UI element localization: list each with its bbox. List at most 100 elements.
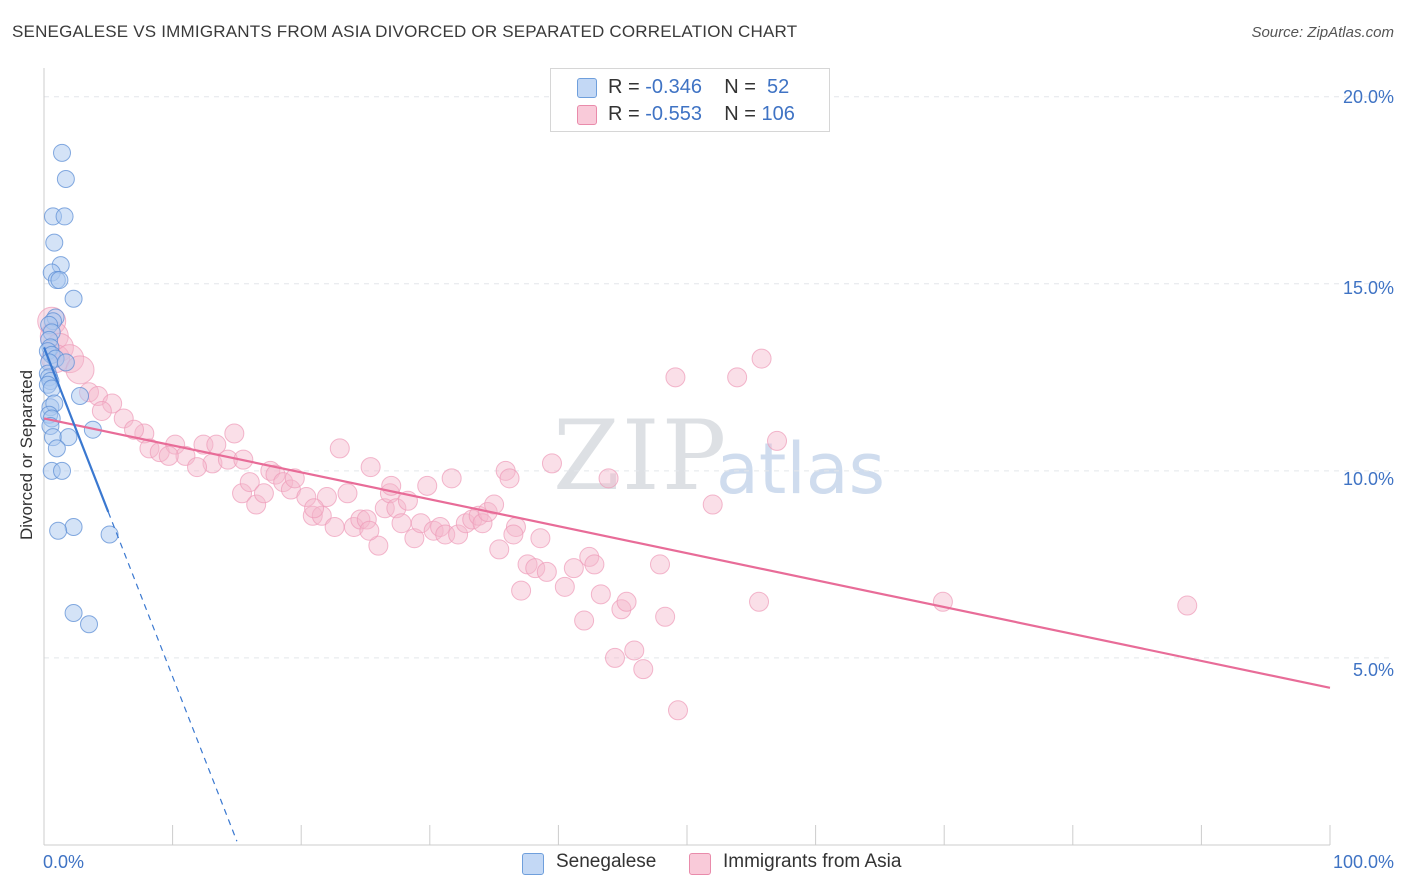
asia-swatch — [689, 853, 711, 875]
senegalese-points — [38, 143, 119, 634]
asia-point — [316, 487, 337, 508]
legend-senegalese-stats: R = -0.346 N = 52 — [608, 76, 790, 98]
asia-point — [391, 513, 412, 534]
asia-point — [702, 494, 723, 515]
senegalese-point — [56, 353, 75, 372]
legend-row-asia: R = -0.553 N = 106 — [551, 101, 829, 127]
correlation-legend: R = -0.346 N = 52 R = -0.553 N = 106 — [550, 68, 830, 132]
asia-point — [667, 700, 688, 721]
asia-point — [554, 576, 575, 597]
asia-point — [727, 367, 748, 388]
asia-point — [624, 640, 645, 661]
asia-point — [404, 528, 425, 549]
asia-point — [368, 535, 389, 556]
asia-point — [158, 445, 179, 466]
senegalese-point — [50, 271, 69, 290]
asia-point — [232, 483, 253, 504]
asia-trend-line — [43, 417, 1331, 689]
asia-point — [324, 516, 345, 537]
senegalese-point — [53, 143, 72, 162]
senegalese-point — [49, 521, 68, 540]
asia-legend-label: Immigrants from Asia — [723, 851, 902, 872]
axes — [43, 68, 1331, 846]
senegalese-trend-line — [42, 346, 110, 513]
asia-point — [296, 487, 317, 508]
x-tick-label: 0.0% — [43, 852, 85, 872]
asia-point — [224, 423, 245, 444]
y-tick-label: 15.0% — [1342, 278, 1394, 298]
asia-point — [598, 468, 619, 489]
asia-point — [265, 464, 286, 485]
senegalese-trend-extension — [107, 511, 238, 842]
asia-point — [749, 591, 770, 612]
asia-point — [253, 483, 274, 504]
asia-point — [484, 494, 505, 515]
asia-point — [410, 513, 431, 534]
asia-point — [541, 453, 562, 474]
asia-point — [124, 419, 145, 440]
senegalese-point — [80, 615, 99, 634]
asia-point — [751, 348, 772, 369]
y-tick-label: 5.0% — [1352, 660, 1394, 680]
senegalese-point — [47, 439, 66, 458]
senegalese-point — [55, 207, 74, 226]
source-label: Source: ZipAtlas.com — [1251, 24, 1394, 41]
asia-point — [139, 438, 160, 459]
y-axis-label: Divorced or Separated — [17, 369, 36, 541]
senegalese-point — [56, 170, 75, 189]
asia-point — [616, 591, 637, 612]
asia-point — [584, 554, 605, 575]
asia-point — [91, 400, 112, 421]
asia-point — [499, 468, 520, 489]
asia-point — [503, 524, 524, 545]
asia-point — [563, 558, 584, 579]
legend-asia-stats: R = -0.553 N = 106 — [608, 103, 795, 125]
watermark-zip: ZIP — [553, 400, 729, 512]
asia-point — [311, 505, 332, 526]
senegalese-swatch — [522, 853, 544, 875]
y-tick-label: 10.0% — [1342, 469, 1394, 489]
senegalese-legend-label: Senegalese — [556, 851, 657, 872]
asia-point — [633, 659, 654, 680]
y-tick-label: 20.0% — [1342, 87, 1394, 107]
senegalese-point — [64, 604, 83, 623]
asia-point — [655, 606, 676, 627]
senegalese-point — [45, 233, 64, 252]
trend-lines — [42, 346, 1331, 842]
legend-row-senegalese: R = -0.346 N = 52 — [551, 74, 829, 100]
asia-point — [448, 524, 469, 545]
senegalese-point — [64, 289, 83, 308]
asia-point — [767, 430, 788, 451]
asia-point — [113, 408, 134, 429]
asia-point — [1177, 595, 1198, 616]
asia-point — [530, 528, 551, 549]
asia-point — [360, 457, 381, 478]
asia-point — [536, 561, 557, 582]
asia-point — [386, 498, 407, 519]
asia-point — [511, 580, 532, 601]
asia-point — [649, 554, 670, 575]
asia-point — [337, 483, 358, 504]
asia-points — [37, 306, 1198, 721]
senegalese-point — [64, 517, 83, 536]
watermark-atlas: atlas — [716, 428, 886, 510]
asia-point — [665, 367, 686, 388]
asia-point — [239, 472, 260, 493]
asia-point — [441, 468, 462, 489]
asia-point — [329, 438, 350, 459]
asia-point — [417, 475, 438, 496]
x-tick-label: 100.0% — [1332, 852, 1394, 872]
senegalese-point — [71, 387, 90, 406]
asia-point — [455, 513, 476, 534]
senegalese-point — [53, 461, 72, 480]
asia-point — [304, 498, 325, 519]
asia-point — [187, 457, 208, 478]
asia-point — [359, 520, 380, 541]
asia-point — [604, 647, 625, 668]
asia-point — [590, 584, 611, 605]
senegalese-swatch — [577, 78, 597, 98]
asia-point — [423, 520, 444, 541]
asia-point — [374, 498, 395, 519]
asia-point — [489, 539, 510, 560]
